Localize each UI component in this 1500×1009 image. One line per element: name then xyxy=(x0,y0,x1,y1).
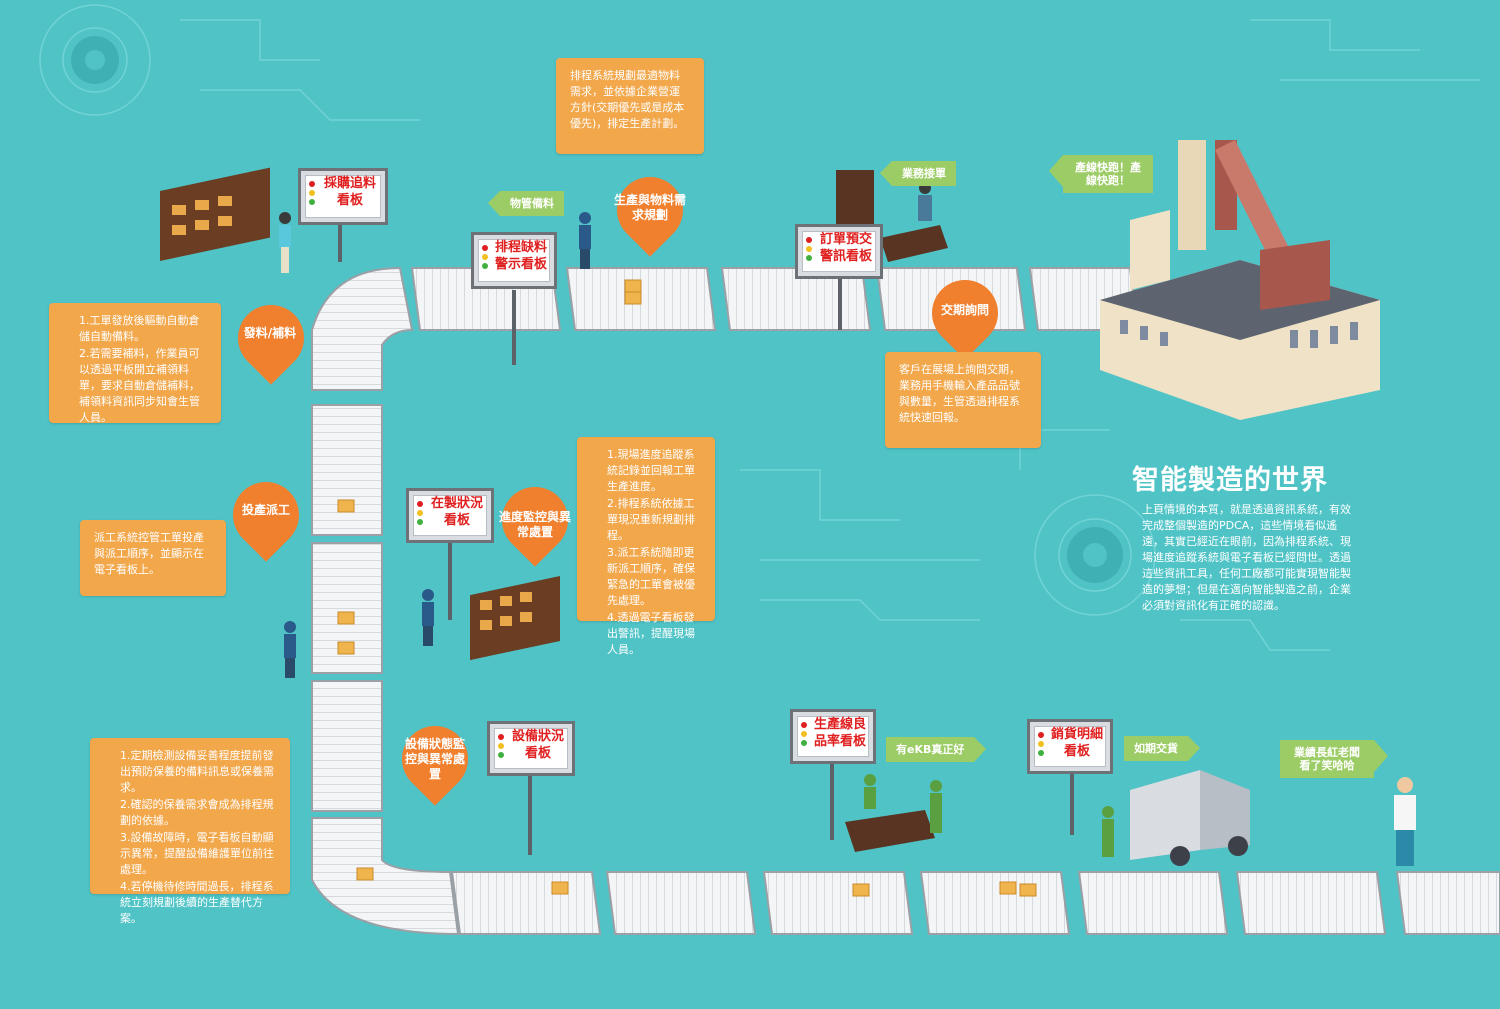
equipment-item: 4.若停機待修時間過長，排程系統立刻規劃後續的生產替代方案。 xyxy=(120,880,274,925)
board-pole xyxy=(338,222,1074,855)
equipment-item: 2.確認的保養需求會成為排程規劃的依據。 xyxy=(120,798,274,827)
pin-issue-label: 發料/補料 xyxy=(243,326,297,340)
plan-callout: 排程系統規劃最適物料需求，並依據企業營運方針(交期優先或是成本優先)，排定生產計… xyxy=(556,58,704,154)
tag-boss: 業績長紅老闆看了笑哈哈 xyxy=(1280,740,1388,778)
pin-plan-label: 生產與物料需求規劃 xyxy=(613,193,686,222)
board-title: 在製狀況看板 xyxy=(430,496,483,528)
equipment-item: 1.定期檢測設備妥善程度提前發出預防保養的備料訊息或保養需求。 xyxy=(120,749,274,794)
tag-boss-text: 業績長紅老闆看了笑哈哈 xyxy=(1294,746,1360,772)
progress-item: 3.派工系統隨即更新派工順序，確保緊急的工單會被優先處理。 xyxy=(607,546,695,607)
order-warning-board: 訂單預交警訊看板 xyxy=(795,224,883,279)
delivery-text: 客戶在展場上詢問交期，業務用手機輸入產品品號與數量，生管透過排程系統快速回報。 xyxy=(899,363,1020,424)
board-title: 採購追料看板 xyxy=(323,176,376,208)
delivery-callout: 客戶在展場上詢問交期，業務用手機輸入產品品號與數量，生管透過排程系統快速回報。 xyxy=(885,352,1041,448)
issue-callout: 1.工單發放後驅動自動倉儲自動備料。 2.若需要補料，作業員可以透過平板開立補領… xyxy=(49,303,221,426)
equipment-item: 3.設備故障時，電子看板自動顯示異常，提醒設備維護單位前往處理。 xyxy=(120,831,274,876)
pin-progress-label: 進度監控與異常處置 xyxy=(498,510,571,539)
wip-status-board: 在製狀況看板 xyxy=(406,488,494,543)
equipment-status-board: 設備狀況看板 xyxy=(487,721,575,776)
delivery-truck-icon xyxy=(1130,770,1250,866)
progress-item: 1.現場進度追蹤系統記錄並回報工單生產進度。 xyxy=(607,448,695,493)
tag-line-fast: 產線快跑！產線快跑！ xyxy=(1049,155,1153,193)
tag-ekb: 有eKB真正好 xyxy=(886,737,987,762)
equipment-list: 1.定期檢測設備妥善程度提前發出預防保養的備料訊息或保養需求。 2.確認的保養需… xyxy=(104,748,276,927)
page-title: 智能製造的世界 xyxy=(1132,465,1328,496)
dispatch-text: 派工系統控管工單投產與派工順序，並顯示在電子看板上。 xyxy=(94,531,204,576)
factory-building xyxy=(1100,140,1380,420)
board-title: 設備狀況看板 xyxy=(511,729,564,761)
purchase-tracking-board: 採購追料看板 xyxy=(298,168,388,225)
box-icon xyxy=(337,279,1037,897)
progress-item: 4.透過電子看板發出警訊，提醒現場人員。 xyxy=(607,611,695,656)
dispatch-callout: 派工系統控管工單投產與派工順序，並顯示在電子看板上。 xyxy=(80,520,226,596)
issue-item: 2.若需要補料，作業員可以透過平板開立補領料單，要求自動倉儲補料，補領料資訊同步… xyxy=(79,347,200,424)
tag-sales-order: 業務接單 xyxy=(880,161,956,186)
yield-rate-board: 生產線良品率看板 xyxy=(790,709,876,764)
equipment-callout: 1.定期檢測設備妥善程度提前發出預防保養的備料訊息或保養需求。 2.確認的保養需… xyxy=(90,738,290,925)
pin-equipment-label: 設備狀態監控與異常處置 xyxy=(405,737,466,781)
material-shortage-board: 排程缺料警示看板 xyxy=(471,232,557,289)
board-title: 生產線良品率看板 xyxy=(813,717,866,749)
sales-detail-board: 銷貨明細看板 xyxy=(1027,719,1113,774)
plan-text: 排程系統規劃最適物料需求，並依據企業營運方針(交期優先或是成本優先)，排定生產計… xyxy=(570,69,685,130)
pin-dispatch-label: 投產派工 xyxy=(241,503,290,517)
board-title: 銷貨明細看板 xyxy=(1050,727,1103,759)
progress-item: 2.排程系統依據工單現況重新規劃排程。 xyxy=(607,497,695,542)
issue-item: 1.工單發放後驅動自動倉儲自動備料。 xyxy=(79,314,200,343)
pin-delivery-label: 交期詢問 xyxy=(940,303,989,317)
tag-on-time: 如期交貨 xyxy=(1124,736,1200,761)
intro-paragraph: 上頁情境的本質，就是透過資訊系統，有效完成整個製造的PDCA，這些情境看似遙遠，… xyxy=(1142,503,1351,612)
tag-line-fast-text: 產線快跑！產線快跑！ xyxy=(1075,161,1141,187)
issue-list: 1.工單發放後驅動自動倉儲自動備料。 2.若需要補料，作業員可以透過平板開立補領… xyxy=(63,313,207,426)
progress-list: 1.現場進度追蹤系統記錄並回報工單生產進度。 2.排程系統依據工單現況重新規劃排… xyxy=(591,447,701,658)
worker-icon xyxy=(279,182,1416,866)
desk-icon xyxy=(845,225,948,852)
tag-material: 物管備料 xyxy=(488,191,564,216)
board-title: 排程缺料警示看板 xyxy=(494,240,547,272)
board-title: 訂單預交警訊看板 xyxy=(819,232,872,264)
progress-callout: 1.現場進度追蹤系統記錄並回報工單生產進度。 2.排程系統依據工單現況重新規劃排… xyxy=(577,437,715,656)
